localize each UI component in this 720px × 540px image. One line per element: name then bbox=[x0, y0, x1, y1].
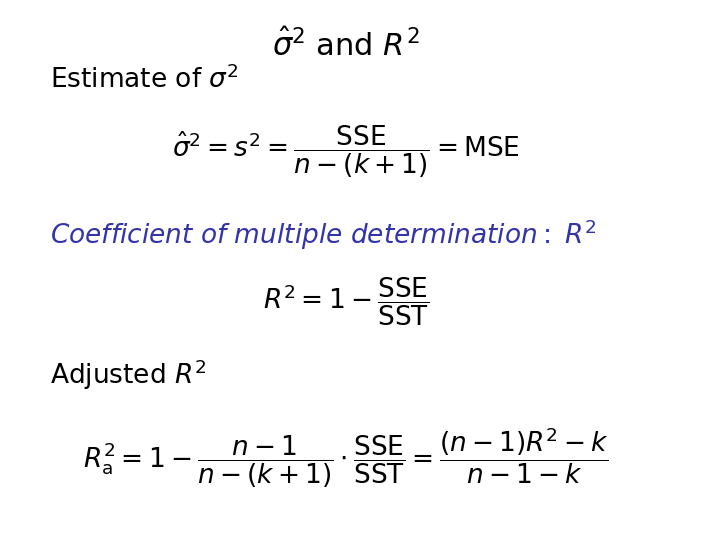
Text: $\hat{\sigma}^2$ and $R^2$: $\hat{\sigma}^2$ and $R^2$ bbox=[272, 28, 420, 62]
Text: $R^2 = 1 - \dfrac{\mathrm{SSE}}{\mathrm{SST}}$: $R^2 = 1 - \dfrac{\mathrm{SSE}}{\mathrm{… bbox=[263, 276, 429, 328]
Text: Adjusted $R^2$: Adjusted $R^2$ bbox=[50, 357, 206, 392]
Text: $R_\mathrm{a}^2 = 1 - \dfrac{n-1}{n-(k+1)} \cdot \dfrac{\mathrm{SSE}}{\mathrm{SS: $R_\mathrm{a}^2 = 1 - \dfrac{n-1}{n-(k+1… bbox=[84, 426, 609, 490]
Text: Coefficient of multiple determination$\mathrm{:}$ $R^2$: Coefficient of multiple determination$\m… bbox=[50, 218, 596, 252]
Text: $\hat{\sigma}^2 = s^2 = \dfrac{\mathrm{SSE}}{n-(k+1)} = \mathrm{MSE}$: $\hat{\sigma}^2 = s^2 = \dfrac{\mathrm{S… bbox=[172, 124, 520, 180]
Text: Estimate of $\sigma^2$: Estimate of $\sigma^2$ bbox=[50, 65, 238, 93]
